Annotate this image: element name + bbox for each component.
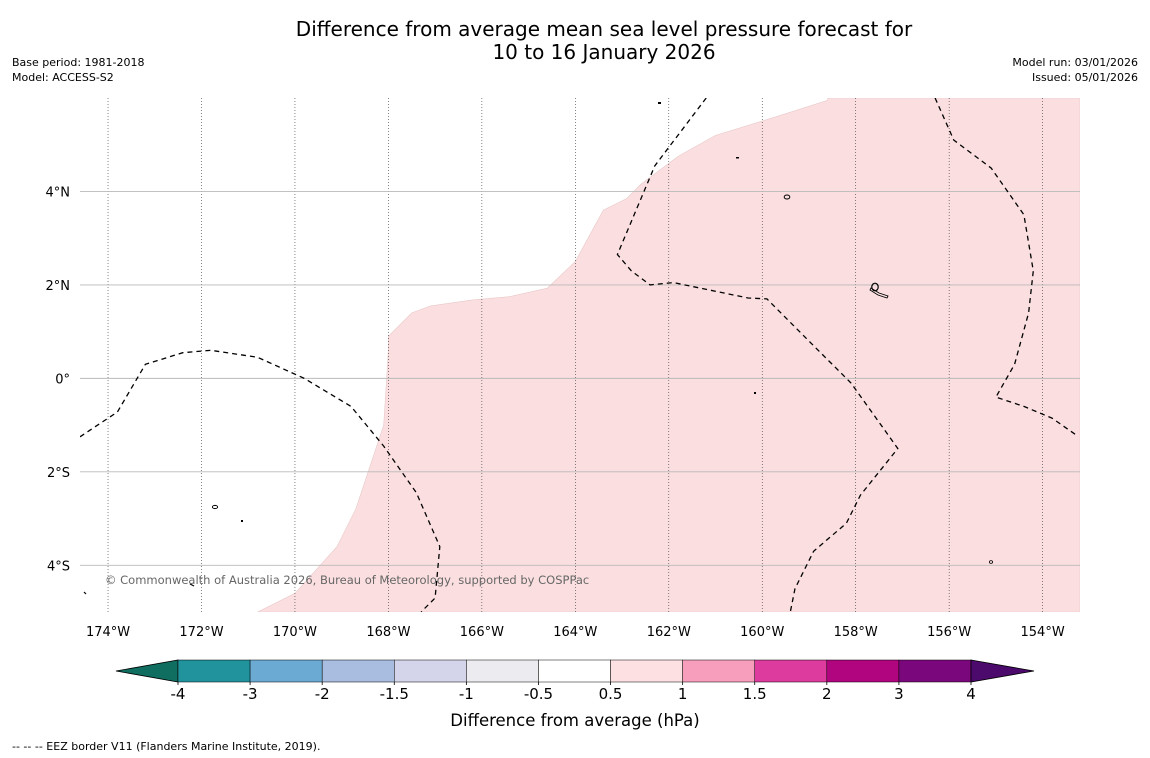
- x-tick-label: 164°W: [553, 625, 597, 640]
- title-line-2: 10 to 16 January 2026: [492, 40, 716, 64]
- colorbar-tick-label: -0.5: [524, 685, 553, 703]
- x-tick-label: 168°W: [366, 625, 410, 640]
- x-tick-label: 174°W: [86, 625, 130, 640]
- model-info: Base period: 1981-2018 Model: ACCESS-S2: [12, 55, 144, 85]
- issued-text: Issued: 05/01/2026: [1031, 71, 1138, 84]
- colorbar-swatch: [466, 659, 539, 683]
- y-tick-label: 2°S: [47, 466, 70, 481]
- colorbar-swatch: [682, 659, 755, 683]
- colorbar-swatch: [249, 659, 323, 683]
- x-tick-label: 172°W: [179, 625, 223, 640]
- colorbar-tick-label: -1.5: [380, 685, 409, 703]
- model-run-text: Model run: 03/01/2026: [1012, 56, 1138, 69]
- atoll-marker: [783, 194, 791, 200]
- colorbar-tick-label: 1: [678, 685, 688, 703]
- colorbar-tick-label: -2: [315, 685, 330, 703]
- atoll-marker: [211, 504, 219, 510]
- colorbar-tick-label: 3: [894, 685, 904, 703]
- colorbar-swatch: [754, 659, 828, 683]
- island-marker: [658, 102, 661, 104]
- base-period-text: Base period: 1981-2018: [12, 56, 145, 69]
- colorbar-swatch: [826, 659, 900, 683]
- x-tick-label: 170°W: [273, 625, 317, 640]
- colorbar-tick-label: -1: [459, 685, 474, 703]
- colorbar-tick-label: 1.5: [743, 685, 767, 703]
- land-features: [83, 102, 994, 595]
- colorbar-tick-label: -3: [243, 685, 258, 703]
- island-marker: [736, 157, 739, 159]
- islet-marker: [989, 560, 994, 564]
- colorbar-swatch: [538, 659, 611, 683]
- x-tick-label: 156°W: [927, 625, 971, 640]
- x-tick-label: 160°W: [740, 625, 784, 640]
- x-tick-label: 158°W: [834, 625, 878, 640]
- colorbar-extend-high: [970, 659, 1035, 683]
- colorbar-tick-label: 4: [966, 685, 976, 703]
- shaded-region-0.5-to-1: [257, 98, 1080, 612]
- eez-border-line: [80, 349, 441, 612]
- y-tick-label: 2°N: [46, 279, 71, 294]
- island-marker: [869, 287, 889, 299]
- y-tick-label: 0°: [55, 372, 70, 387]
- island-marker: [241, 520, 243, 522]
- run-info: Model run: 03/01/2026 Issued: 05/01/2026: [1012, 55, 1138, 85]
- eez-legend: -- -- -- EEZ border V11 (Flanders Marine…: [12, 740, 321, 753]
- eez-border-line: [934, 98, 1076, 435]
- colorbar-swatch: [394, 659, 467, 683]
- copyright-text: © Commonwealth of Australia 2026, Bureau…: [105, 573, 589, 587]
- y-tick-label: 4°S: [47, 559, 70, 574]
- x-tick-label: 162°W: [647, 625, 691, 640]
- eez-border-line: [616, 98, 899, 612]
- title-line-1: Difference from average mean sea level p…: [295, 17, 913, 41]
- colorbar-extend-low: [115, 659, 179, 683]
- colorbar-swatch: [610, 659, 683, 683]
- colorbar-swatch: [321, 659, 395, 683]
- model-text: Model: ACCESS-S2: [12, 71, 114, 84]
- colorbar-swatch: [177, 659, 251, 683]
- colorbar-tick-label: 2: [822, 685, 832, 703]
- x-tick-label: 166°W: [460, 625, 504, 640]
- colorbar-tick-label: -4: [171, 685, 186, 703]
- colorbar-label: Difference from average (hPa): [450, 711, 699, 730]
- colorbar-tick-label: 0.5: [599, 685, 623, 703]
- islet-marker: [754, 392, 756, 394]
- islet-marker: [189, 583, 195, 587]
- islet-marker: [83, 591, 87, 595]
- chart-title: Difference from average mean sea level p…: [0, 18, 1150, 64]
- y-tick-label: 4°N: [46, 185, 71, 200]
- colorbar-swatch: [898, 659, 972, 683]
- x-tick-label: 154°W: [1021, 625, 1065, 640]
